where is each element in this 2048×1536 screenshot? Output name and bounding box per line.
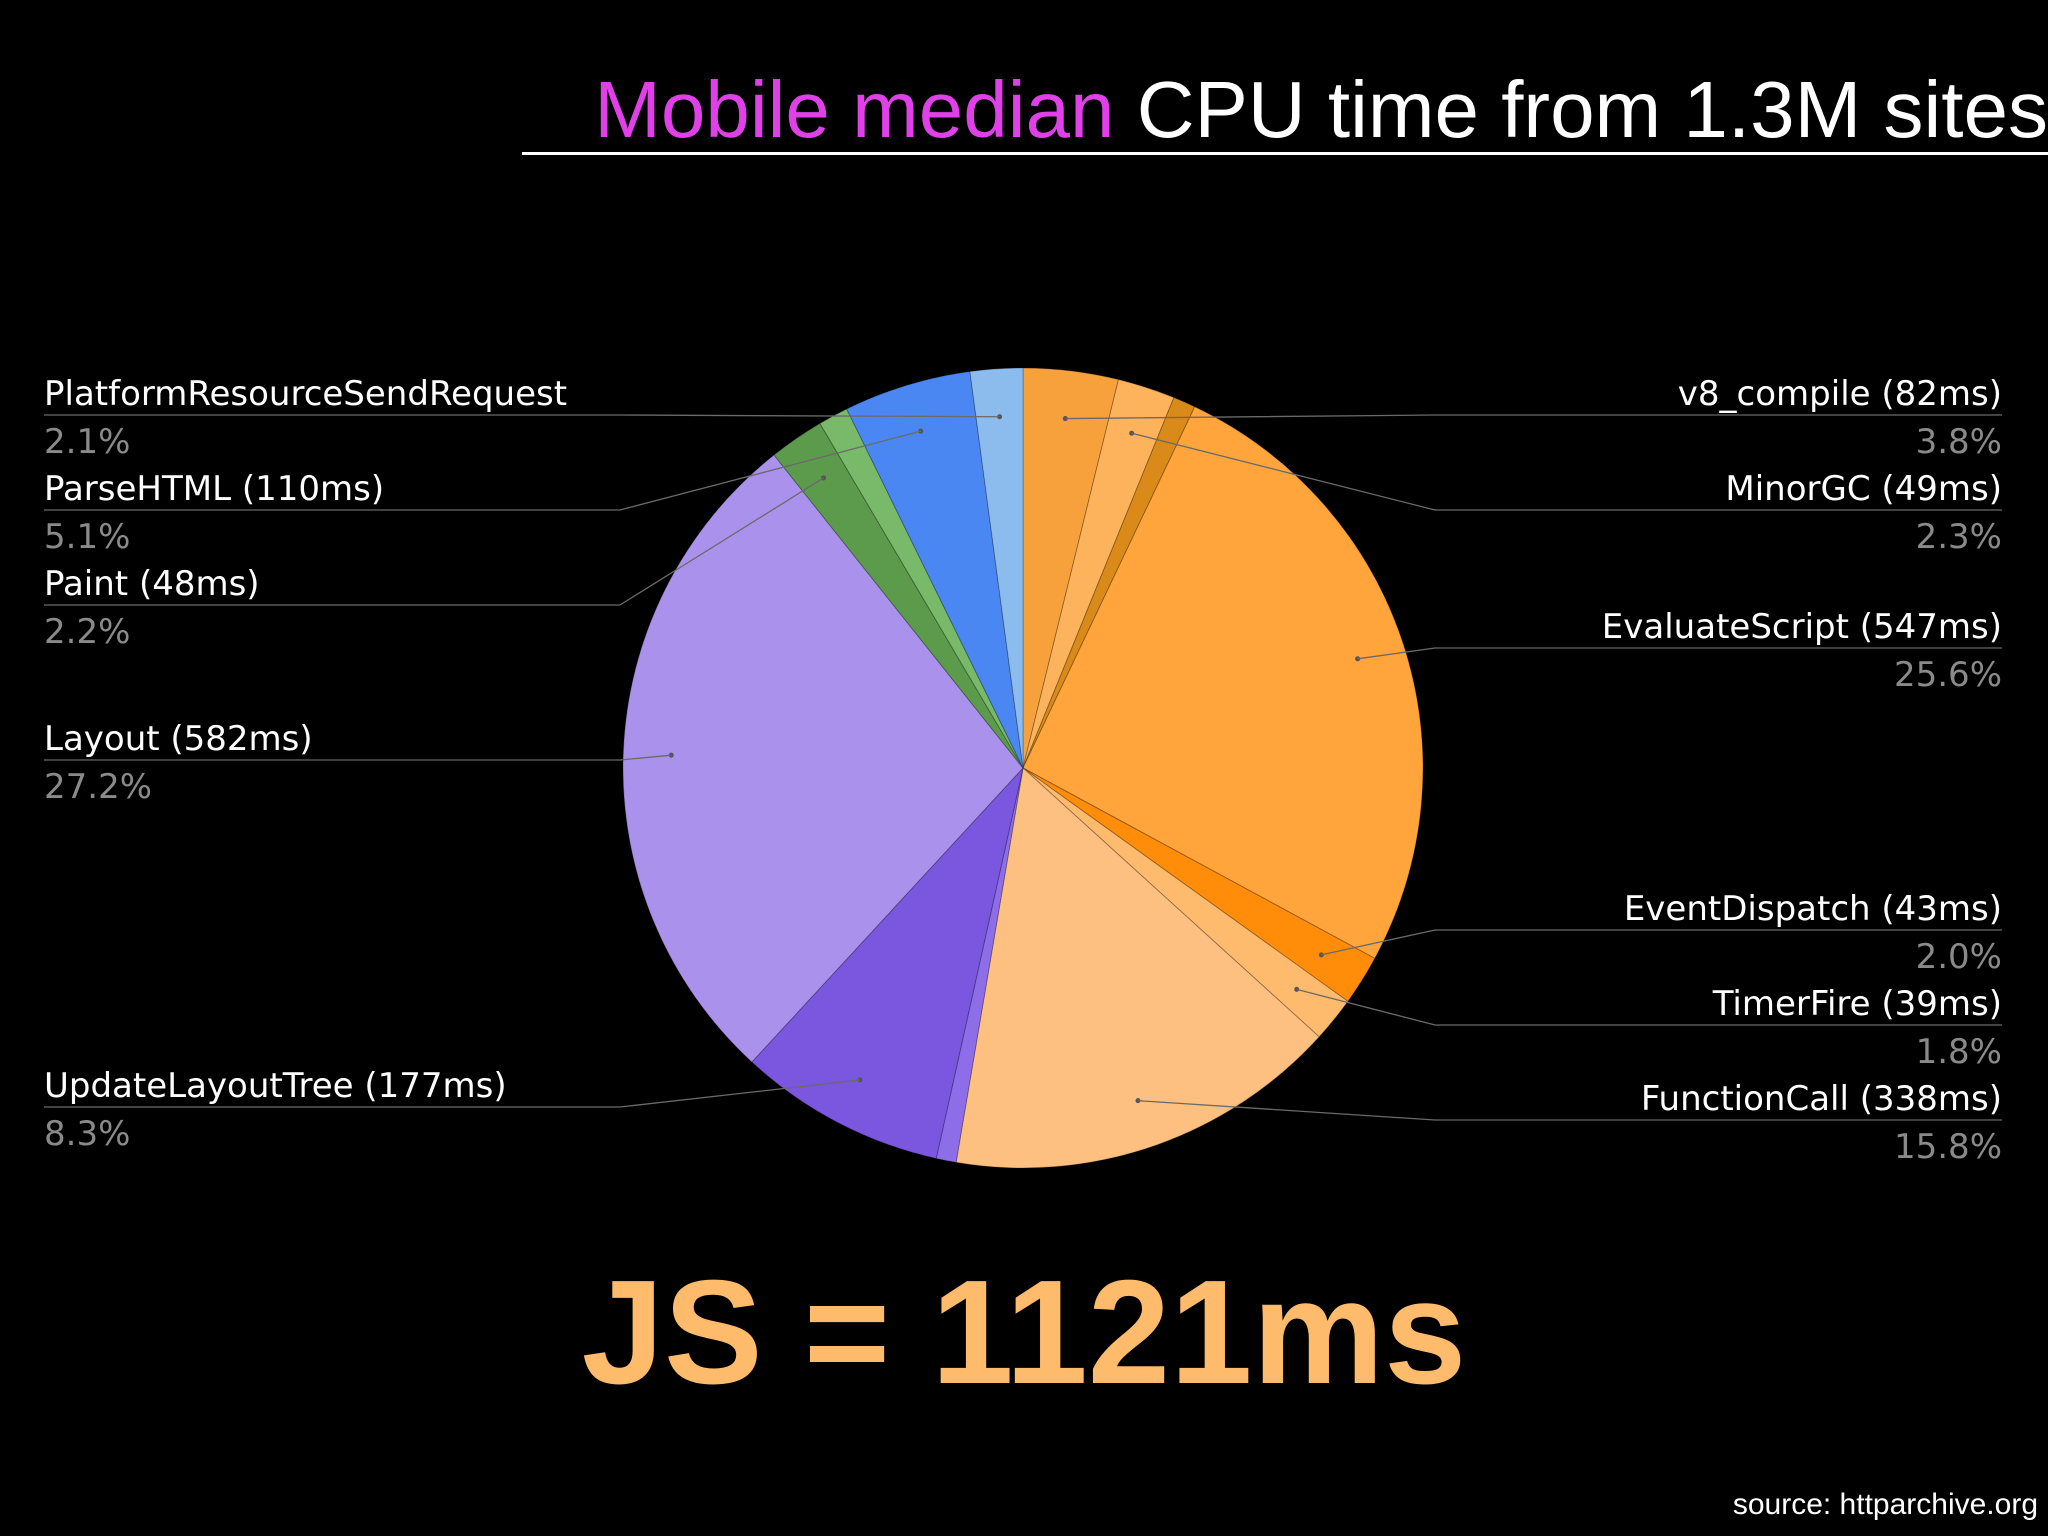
- slice-percent-functioncall: 15.8%: [1894, 1127, 2002, 1167]
- slice-label-updatelayouttree: UpdateLayoutTree (177ms): [44, 1066, 507, 1106]
- source-note: source: httparchive.org: [1732, 1488, 2038, 1521]
- leader-line-functioncall: [1137, 1100, 2002, 1121]
- leader-line-timerfire: [1296, 988, 2002, 1026]
- title-rest: CPU time from 1.3M sites: [1136, 65, 2048, 154]
- slide-title: Mobile median CPU time from 1.3M sites: [594, 62, 2048, 158]
- leader-line-updatelayouttree: [44, 1079, 860, 1108]
- leader-line-eventdispatch: [1321, 929, 2002, 956]
- leader-line-paint: [44, 477, 824, 606]
- slice-functioncall: [955, 767, 1320, 1169]
- slice-evaluatescript: [1022, 406, 1424, 960]
- leader-line-minorgc: [1131, 432, 2002, 511]
- pie-slices: [622, 367, 1424, 1169]
- slice-percent-layout: 27.2%: [44, 767, 152, 807]
- slice-v8-compile: [1022, 367, 1120, 769]
- leader-line-layout: [44, 754, 672, 761]
- leader-line-v8-compile: [1065, 414, 2002, 420]
- js-total-headline: JS = 1121ms: [581, 1250, 1467, 1415]
- slice-label-layout: Layout (582ms): [44, 719, 313, 759]
- slice-label-timerfire: TimerFire (39ms): [1712, 984, 2002, 1024]
- slice-unlabeled-7: [935, 767, 1024, 1163]
- slice-platformresourcesendrequest: [969, 367, 1024, 769]
- slice-label-evaluatescript: EvaluateScript (547ms): [1602, 607, 2002, 647]
- leader-line-platformresourcesendrequest: [44, 414, 1000, 418]
- leader-line-parsehtml: [44, 430, 921, 511]
- slice-timerfire: [1022, 767, 1349, 1038]
- slice-label-minorgc: MinorGC (49ms): [1725, 469, 2002, 509]
- slice-percent-paint: 2.2%: [44, 612, 130, 652]
- slice-updatelayouttree: [751, 766, 1024, 1160]
- slice-percent-evaluatescript: 25.6%: [1894, 655, 2002, 695]
- slice-percent-eventdispatch: 2.0%: [1916, 937, 2002, 977]
- slice-label-v8-compile: v8_compile (82ms): [1678, 374, 2002, 414]
- slice-percent-platformresourcesendrequest: 2.1%: [44, 422, 130, 462]
- slice-eventdispatch: [1022, 767, 1376, 1003]
- slice-labels: v8_compile (82ms) 3.8% MinorGC (49ms) 2.3% E…: [44, 374, 2002, 1167]
- title-underline: [522, 152, 2048, 155]
- slice-layout: [622, 454, 1024, 1063]
- slice-label-eventdispatch: EventDispatch (43ms): [1624, 889, 2002, 929]
- slice-percent-updatelayouttree: 8.3%: [44, 1114, 130, 1154]
- slice-unlabeled-2: [1022, 396, 1196, 769]
- slice-paint: [773, 422, 1024, 769]
- title-accent: Mobile median: [594, 65, 1115, 154]
- slice-label-parsehtml: ParseHTML (110ms): [44, 469, 384, 509]
- slice-percent-parsehtml: 5.1%: [44, 517, 130, 557]
- slice-percent-minorgc: 2.3%: [1916, 517, 2002, 557]
- leader-lines: [44, 414, 2002, 1121]
- slice-label-functioncall: FunctionCall (338ms): [1641, 1079, 2002, 1119]
- leader-line-evaluatescript: [1357, 647, 2002, 660]
- slice-minorgc: [1022, 378, 1175, 769]
- slice-label-paint: Paint (48ms): [44, 564, 260, 604]
- slice-label-platformresourcesendrequest: PlatformResourceSendRequest: [44, 374, 567, 414]
- slice-percent-timerfire: 1.8%: [1916, 1032, 2002, 1072]
- slice-percent-v8-compile: 3.8%: [1916, 422, 2002, 462]
- slice-parsehtml: [846, 370, 1024, 769]
